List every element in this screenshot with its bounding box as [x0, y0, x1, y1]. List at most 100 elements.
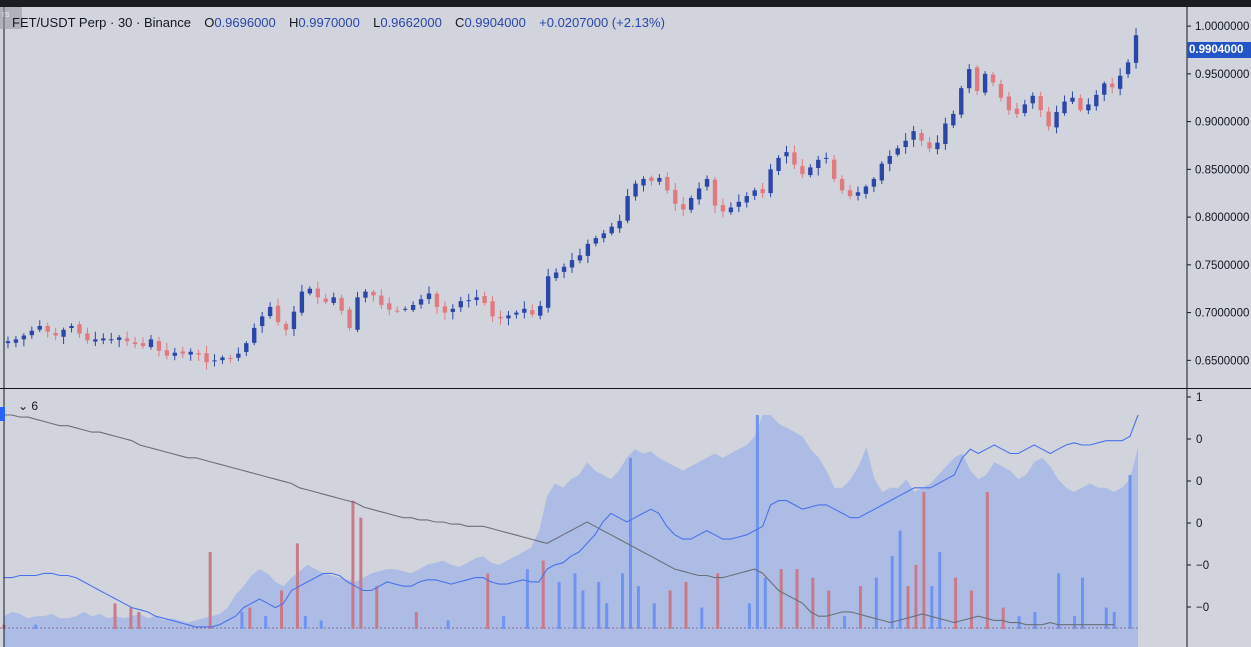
candle-body [299, 291, 305, 313]
price-tick-label: 0.7000000 [1195, 308, 1249, 320]
volume-bar [295, 543, 299, 629]
volume-bar [930, 586, 934, 629]
price-tick-label: 0.8000000 [1195, 212, 1249, 224]
candle-body [1054, 112, 1059, 128]
symbol-legend: FET/USDT Perp · 30 · Binance O0.9696000 … [12, 15, 665, 30]
volume-bar [684, 581, 688, 629]
candle-body [919, 132, 924, 141]
candle-body [236, 353, 241, 358]
candle-body [816, 159, 821, 169]
volume-bar [280, 590, 284, 629]
candle-body [585, 243, 591, 256]
candle-body [561, 266, 567, 272]
candle-body [490, 301, 495, 317]
volume-bar [858, 586, 862, 629]
candle-body [1117, 75, 1123, 89]
volume-bar [1128, 474, 1132, 629]
volume-bar [359, 517, 363, 629]
volume-bar [541, 560, 545, 629]
volume-bar [319, 620, 323, 629]
oscillator-label[interactable]: ⌄ 6 [18, 399, 38, 413]
candle-body [410, 304, 416, 310]
symbol-title[interactable]: FET/USDT Perp · 30 · Binance [12, 15, 191, 30]
volume-bar [795, 569, 799, 629]
volume-bar [581, 590, 585, 629]
candle-body [1086, 104, 1091, 111]
candle-body [863, 186, 869, 194]
volume-bar [747, 603, 751, 629]
candle-body [371, 291, 376, 296]
price-tick-label: 0.6500000 [1195, 355, 1249, 367]
candle-body [609, 226, 614, 234]
candle-body [339, 297, 344, 311]
volume-bar [954, 577, 958, 629]
volume-bar [636, 586, 640, 629]
chevron-down-icon[interactable]: ⌄ [18, 399, 29, 413]
last-price-tag: 0.9904000 [1187, 42, 1251, 58]
candle-body [990, 74, 996, 83]
candle-body [307, 288, 313, 294]
candle-body [617, 220, 622, 229]
corner-badge[interactable]: rs [0, 7, 22, 29]
candle-body [514, 312, 519, 315]
volume-bar [843, 616, 847, 629]
volume-bar [1033, 611, 1037, 629]
candle-body [569, 260, 575, 268]
volume-bar [208, 551, 212, 629]
candle-body [951, 113, 956, 126]
volume-bar [755, 415, 759, 629]
low-key: L [373, 15, 381, 30]
candle-body [959, 88, 964, 115]
volume-bar [890, 556, 894, 629]
candle-body [252, 327, 257, 343]
candle-body [172, 352, 177, 356]
oscillator-tick-label: 1 [1196, 392, 1202, 404]
volume-bar [1080, 577, 1084, 629]
candle-body [530, 310, 535, 315]
volume-bar [985, 492, 989, 629]
candle-body [77, 324, 82, 334]
candle-body [736, 201, 742, 207]
candle-body [839, 178, 845, 191]
candle-body [1006, 96, 1012, 111]
volume-bar [906, 586, 910, 629]
volume-bar [811, 577, 815, 629]
candle-body [1014, 108, 1020, 114]
oscillator-tick-label: 0 [1196, 476, 1202, 488]
volume-bar [137, 611, 141, 629]
candle-body [768, 169, 773, 194]
candle-body [379, 295, 384, 305]
candle-body [13, 339, 19, 343]
volume-bar [597, 581, 601, 629]
candle-body [831, 159, 837, 179]
volume-bar [502, 616, 506, 629]
price-tick-label: 0.7500000 [1195, 260, 1249, 272]
volume-bar [1104, 607, 1108, 629]
candle-body [418, 299, 424, 305]
volume-bar [573, 573, 577, 629]
candle-body [450, 308, 456, 312]
candle-body [855, 192, 861, 196]
candle-body [395, 310, 400, 312]
oscillator-pane[interactable]: 1 0 0 0 −0 −0 [0, 389, 1251, 647]
candle-body [673, 189, 678, 204]
candle-body [347, 309, 352, 328]
candle-body [522, 308, 527, 313]
candle-body [442, 306, 448, 313]
blue-line-series [4, 414, 1139, 628]
candle-body [665, 177, 670, 191]
price-pane[interactable]: 0.6500000 0.7000000 0.7500000 0.8000000 0.85… [0, 7, 1251, 389]
volume-bar [1057, 573, 1061, 629]
volume-bar [34, 624, 38, 629]
candle-body [712, 179, 718, 206]
oscillator-tick-label: 0 [1196, 518, 1202, 530]
candle-body [800, 166, 805, 175]
candle-body [982, 73, 988, 93]
candle-body [808, 167, 813, 176]
volume-bar [628, 457, 632, 629]
candle-body [315, 288, 320, 298]
candle-body [760, 189, 765, 194]
candle-body [275, 305, 281, 323]
volume-bar [700, 607, 704, 629]
high-key: H [289, 15, 299, 30]
